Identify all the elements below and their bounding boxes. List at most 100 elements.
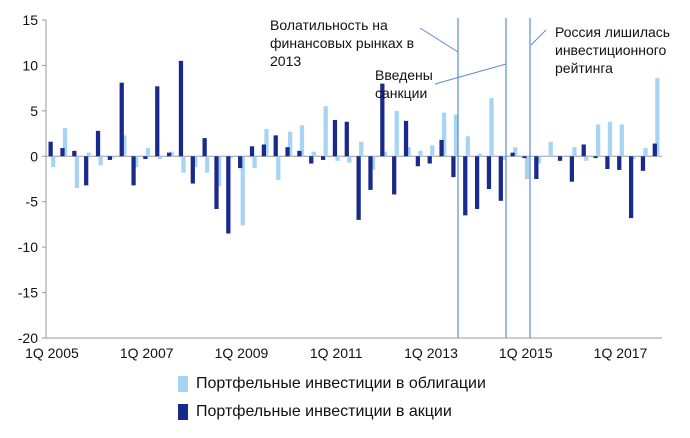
- bar-bonds: [86, 152, 91, 157]
- y-tick-label: -5: [26, 194, 39, 210]
- bar-equities: [510, 152, 515, 157]
- bar-equities: [403, 120, 409, 157]
- y-tick-label: -20: [18, 330, 38, 346]
- bar-bonds: [145, 148, 151, 157]
- bar-bonds: [252, 156, 257, 169]
- bar-bonds: [323, 106, 328, 157]
- legend-swatch-bonds: [178, 376, 188, 392]
- bar-bonds: [335, 156, 340, 161]
- bar-bonds: [62, 128, 68, 157]
- bar-bonds: [299, 125, 305, 157]
- annotation-line: рейтинга: [555, 60, 613, 76]
- x-tick-label: 1Q 2015: [499, 345, 553, 361]
- bar-bonds: [110, 156, 115, 159]
- annotation-line: Россия лишилась: [555, 24, 670, 40]
- x-tick-label: 1Q 2011: [310, 345, 363, 361]
- bar-bonds: [311, 151, 316, 157]
- x-tick-label: 1Q 2009: [215, 345, 269, 361]
- bars: [48, 60, 660, 234]
- bar-bonds: [359, 141, 364, 157]
- annotation-connector: [419, 27, 459, 53]
- bar-equities: [581, 144, 586, 157]
- bar-bonds: [607, 121, 613, 157]
- bar-equities: [332, 119, 338, 157]
- bar-equities: [119, 82, 124, 157]
- bar-equities: [131, 156, 136, 186]
- bar-equities: [344, 121, 349, 157]
- bar-equities: [380, 83, 385, 157]
- bar-bonds: [430, 145, 435, 157]
- bar-bonds: [133, 156, 139, 168]
- x-tick-label: 1Q 2017: [594, 345, 648, 361]
- annotation-line: 2013: [270, 53, 301, 69]
- x-tick-label: 1Q 2013: [404, 345, 458, 361]
- bar-bonds: [595, 124, 601, 157]
- bar-bonds: [347, 156, 352, 163]
- bar-bonds: [205, 156, 210, 173]
- bar-equities: [48, 141, 53, 157]
- bar-equities: [486, 156, 492, 189]
- bar-equities: [356, 156, 361, 220]
- bar-equities: [320, 156, 326, 160]
- bar-equities: [155, 86, 160, 157]
- bar-equities: [178, 60, 184, 157]
- bar-equities: [593, 156, 598, 159]
- legend-label-equities: Портфельные инвестиции в акции: [196, 403, 452, 420]
- bar-equities: [463, 156, 468, 216]
- annotation-line: Введены: [375, 67, 433, 83]
- annotation-line: инвестиционного: [555, 42, 667, 58]
- bar-bonds: [643, 148, 648, 157]
- bar-bonds: [406, 147, 411, 157]
- bar-equities: [628, 156, 634, 219]
- bar-bonds: [631, 156, 636, 160]
- bar-equities: [72, 150, 77, 157]
- bar-bonds: [382, 151, 388, 157]
- bar-bonds: [418, 150, 423, 157]
- bar-bonds: [394, 110, 399, 157]
- x-tick-label: 1Q 2005: [25, 345, 79, 361]
- y-tick-label: -15: [18, 285, 38, 301]
- bar-equities: [498, 156, 503, 201]
- bar-bonds: [560, 156, 565, 158]
- annotation-text: Волатильность на финансовых рынках в 2013: [270, 17, 414, 69]
- bar-equities: [273, 135, 278, 157]
- y-tick-label: 0: [30, 148, 38, 164]
- bar-bonds: [122, 135, 127, 157]
- bar-equities: [617, 156, 622, 170]
- bar-equities: [534, 156, 539, 179]
- bar-equities: [522, 156, 527, 159]
- bar-equities: [261, 144, 267, 157]
- bar-equities: [427, 156, 432, 164]
- bar-bonds: [264, 129, 269, 157]
- axes: -20 -15 -10 -5 0 5 10 15 1Q 2005 1Q 2007 1Q 2009 1Q…: [18, 12, 662, 361]
- bar-bonds: [169, 151, 174, 157]
- annotations: Волатильность на финансовых рынках в 2013В…: [270, 17, 670, 101]
- bar-equities: [297, 150, 302, 157]
- bar-equities: [60, 148, 65, 157]
- bar-bonds: [619, 124, 624, 157]
- bar-bonds: [51, 156, 56, 168]
- bar-equities: [392, 156, 397, 195]
- bar-bonds: [287, 131, 293, 157]
- annotation-line: финансовых рынках в: [270, 35, 414, 51]
- bar-equities: [640, 156, 646, 171]
- bar-equities: [451, 156, 456, 178]
- y-tick-label: 5: [30, 103, 38, 119]
- bar-equities: [474, 156, 480, 209]
- bar-bonds: [513, 147, 518, 157]
- legend-label-bonds: Портфельные инвестиции в облигации: [196, 375, 486, 392]
- bar-equities: [107, 156, 113, 160]
- bar-bonds: [536, 156, 542, 164]
- bar-equities: [214, 156, 219, 209]
- y-tick-label: 10: [22, 57, 38, 73]
- bar-bonds: [441, 112, 447, 157]
- bar-bonds: [370, 156, 376, 170]
- legend-item-equities: Портфельные инвестиции в акции: [178, 398, 486, 426]
- bar-equities: [368, 156, 373, 190]
- bar-equities: [569, 156, 575, 182]
- bar-equities: [557, 156, 563, 161]
- bar-bonds: [240, 156, 245, 226]
- legend-item-bonds: Портфельные инвестиции в облигации: [178, 370, 486, 398]
- bar-equities: [226, 156, 231, 234]
- annotation-connector: [530, 29, 547, 46]
